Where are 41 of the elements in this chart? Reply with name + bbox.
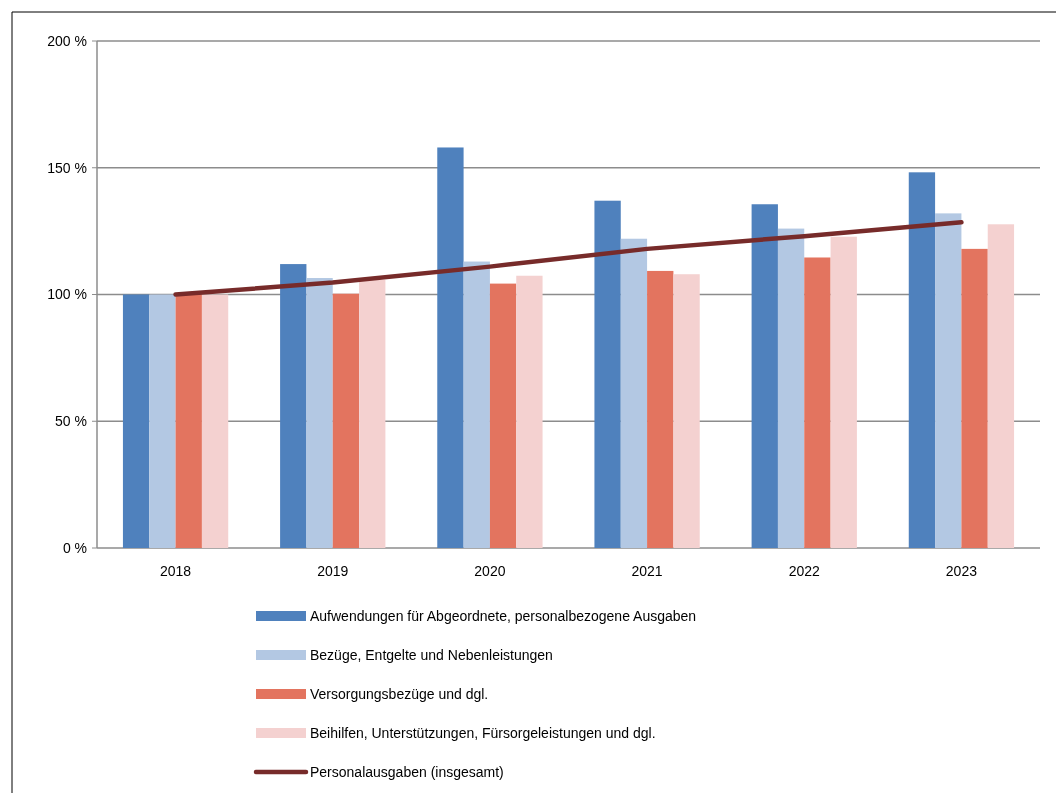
bar — [935, 213, 962, 548]
bar — [306, 278, 333, 548]
bar — [332, 293, 360, 548]
bar — [777, 228, 805, 548]
line-series — [173, 220, 964, 297]
x-tick-label: 2021 — [631, 563, 663, 579]
x-tick-label: 2019 — [317, 563, 349, 579]
x-tick-label: 2023 — [945, 563, 978, 579]
bar — [987, 224, 1015, 548]
bar — [804, 257, 831, 548]
bar — [122, 294, 150, 548]
legend-label: Bezüge, Entgelte und Nebenleistungen — [310, 646, 553, 663]
legend-label: Personalausgaben (insgesamt) — [310, 763, 504, 780]
bar — [516, 275, 543, 548]
y-tick-label: 200 % — [47, 32, 87, 49]
bar — [751, 204, 778, 548]
y-tick-label: 50 % — [55, 413, 87, 430]
bar — [830, 236, 857, 548]
bar — [437, 147, 464, 548]
bar — [149, 294, 176, 548]
y-tick-label: 150 % — [47, 159, 87, 176]
y-tick-label: 0 % — [62, 539, 87, 556]
bar — [463, 261, 490, 548]
bar — [201, 294, 229, 548]
legend-label: Beihilfen, Unterstützungen, Fürsorgeleistungen und dgl. — [310, 724, 656, 741]
bar — [647, 270, 674, 548]
bar — [280, 264, 307, 548]
bar — [620, 238, 648, 548]
x-tick-label: 2020 — [474, 563, 506, 579]
x-tick-label: 2018 — [160, 563, 192, 579]
bar — [594, 200, 621, 548]
bar — [908, 172, 936, 548]
x-tick-label: 2022 — [788, 563, 821, 579]
bar — [961, 248, 988, 548]
legend-label: Aufwendungen für Abgeordnete, personalbezogene Ausgaben — [310, 607, 697, 624]
bar — [175, 294, 202, 548]
bar — [673, 274, 700, 548]
bar — [359, 279, 386, 548]
y-tick-label: 100 % — [47, 286, 87, 303]
bar — [489, 283, 517, 548]
legend-label: Versorgungsbezüge und dgl. — [310, 685, 489, 702]
